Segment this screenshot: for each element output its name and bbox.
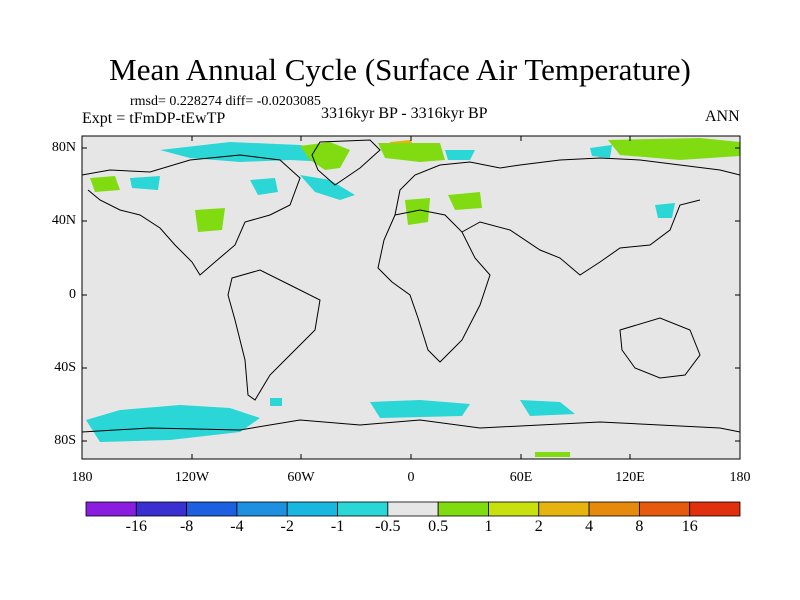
colorbar-label: 1 [484, 518, 493, 535]
colorbar-swatch [387, 501, 439, 517]
colorbar [85, 501, 741, 517]
patch-eastsib-green [608, 138, 740, 160]
coast-africa [377, 209, 491, 363]
colorbar-swatch [638, 501, 691, 517]
colorbar-swatch [236, 501, 288, 517]
coast-antarctica [81, 419, 741, 433]
colorbar-label: -0.5 [375, 518, 401, 535]
anomaly-patches [86, 138, 740, 457]
colorbar-label: 16 [681, 518, 698, 535]
experiment-label: Expt = tFmDP-tEwTP [82, 110, 226, 127]
colorbar-label: -8 [179, 518, 194, 535]
patch-so-green [535, 452, 570, 457]
patch-alaska-green [90, 176, 120, 192]
patch-mideast-green [448, 192, 482, 210]
colorbar-label: -4 [230, 518, 244, 535]
patch-europe-green [405, 198, 430, 225]
colorbar-label: 8 [635, 518, 644, 535]
patch-atlantic-cyan [300, 175, 355, 200]
patch-canada-green [195, 208, 225, 232]
stats-text: rmsd= 0.228274 diff= -0.0203085 [130, 94, 321, 109]
patch-asia-cyan [655, 203, 675, 218]
lon-label-0: 0 [407, 470, 415, 485]
colorbar-swatch [689, 501, 741, 517]
colorbar-swatch [286, 501, 338, 517]
colorbar-label: -2 [280, 518, 294, 535]
colorbar-swatch [85, 501, 137, 517]
colorbar-swatch [538, 501, 590, 517]
colorbar-label: 4 [585, 518, 594, 535]
coast-europe [394, 157, 741, 216]
coast-north-america [81, 154, 301, 276]
colorbar-swatch [135, 501, 188, 517]
colorbar-swatch [437, 501, 489, 517]
season-label: ANN [705, 108, 740, 125]
lon-label-180e: 180 [729, 470, 751, 485]
period-label: 3316kyr BP - 3316kyr BP [321, 105, 488, 122]
lat-label-40s: 40S [54, 360, 76, 375]
colorbar-label: -16 [125, 518, 147, 535]
patch-so-indian-cyan [520, 400, 575, 416]
lon-label-120e: 120E [615, 470, 645, 485]
patch-barents-green [378, 143, 445, 162]
patch-labrador-cyan [250, 178, 278, 195]
lat-label-40n: 40N [51, 213, 76, 228]
coast-australia [619, 317, 701, 379]
patch-so-atlantic-cyan [370, 400, 470, 418]
patch-greenland-green [300, 142, 350, 170]
chart-title: Mean Annual Cycle (Surface Air Temperatu… [109, 52, 691, 87]
coast-asia [461, 199, 701, 276]
axis-ticks [81, 136, 741, 459]
colorbar-swatch [337, 501, 389, 517]
patch-eastsib-cyan [590, 145, 612, 158]
patch-canada-cyan [130, 176, 160, 190]
lon-label-60e: 60E [509, 470, 533, 485]
colorbar-swatch [488, 501, 540, 517]
lat-label-80s: 80S [54, 433, 76, 448]
lat-label-80n: 80N [51, 140, 76, 155]
coast-south-america [227, 269, 321, 401]
colorbar-label: 0.5 [428, 518, 449, 535]
colorbar-swatch [588, 501, 640, 517]
patch-arctic-cyan [160, 142, 340, 162]
lon-label-180w: 180 [71, 470, 93, 485]
patch-so-pacific-cyan [86, 405, 260, 442]
colorbar-label: 2 [534, 518, 543, 535]
coastlines [81, 139, 741, 433]
lat-label-0: 0 [69, 287, 76, 302]
lon-label-120w: 120W [174, 470, 210, 485]
patch-so-small-cyan [270, 398, 282, 406]
coast-greenland [311, 139, 381, 186]
lon-label-60w: 60W [287, 470, 315, 485]
patch-siberia-cyan [445, 150, 475, 160]
colorbar-label: -1 [330, 518, 345, 535]
colorbar-swatch [186, 501, 238, 517]
